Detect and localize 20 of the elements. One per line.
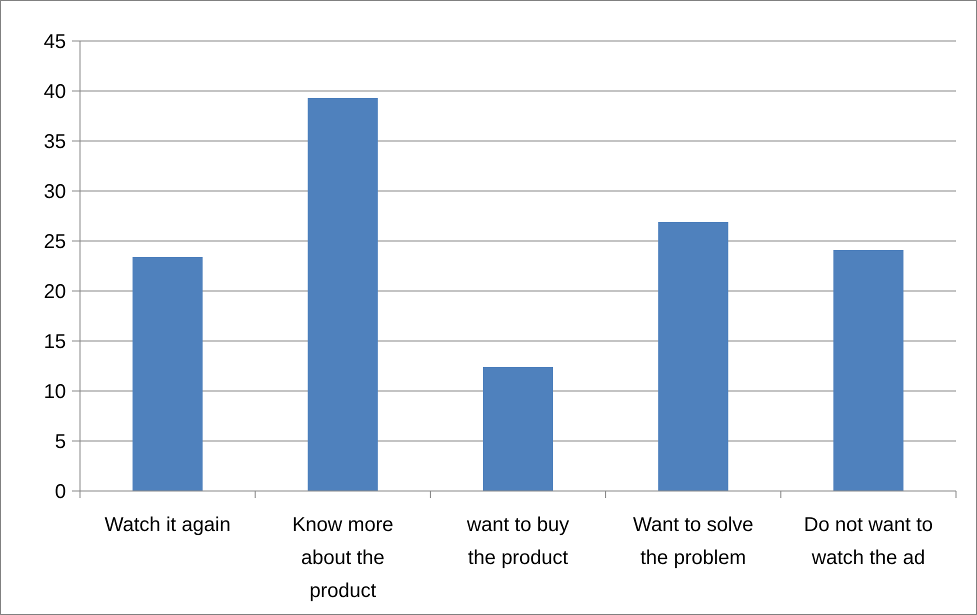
y-tick-label: 35 (44, 131, 66, 153)
y-tick-label: 40 (44, 81, 66, 103)
x-tick-label: Do not want to watch the ad (804, 514, 933, 569)
y-tick-label: 45 (44, 31, 66, 53)
y-tick-label: 15 (44, 331, 66, 353)
x-tick-label: Watch it again (104, 514, 231, 536)
y-tick-label: 5 (54, 431, 66, 453)
y-tick-label: 0 (54, 481, 66, 503)
bar (482, 367, 554, 491)
x-tick-label: Know more about the product (292, 514, 394, 602)
bar (132, 257, 203, 491)
x-tick-label: Want to solve the problem (632, 514, 754, 569)
bar (833, 250, 904, 491)
y-tick-label: 20 (44, 281, 66, 303)
y-tick-label: 25 (44, 231, 66, 253)
y-tick-label: 30 (44, 181, 66, 203)
y-tick-label: 10 (44, 381, 66, 403)
x-tick-label: want to buy the product (466, 514, 570, 569)
bar (308, 98, 378, 491)
bar (658, 222, 728, 491)
